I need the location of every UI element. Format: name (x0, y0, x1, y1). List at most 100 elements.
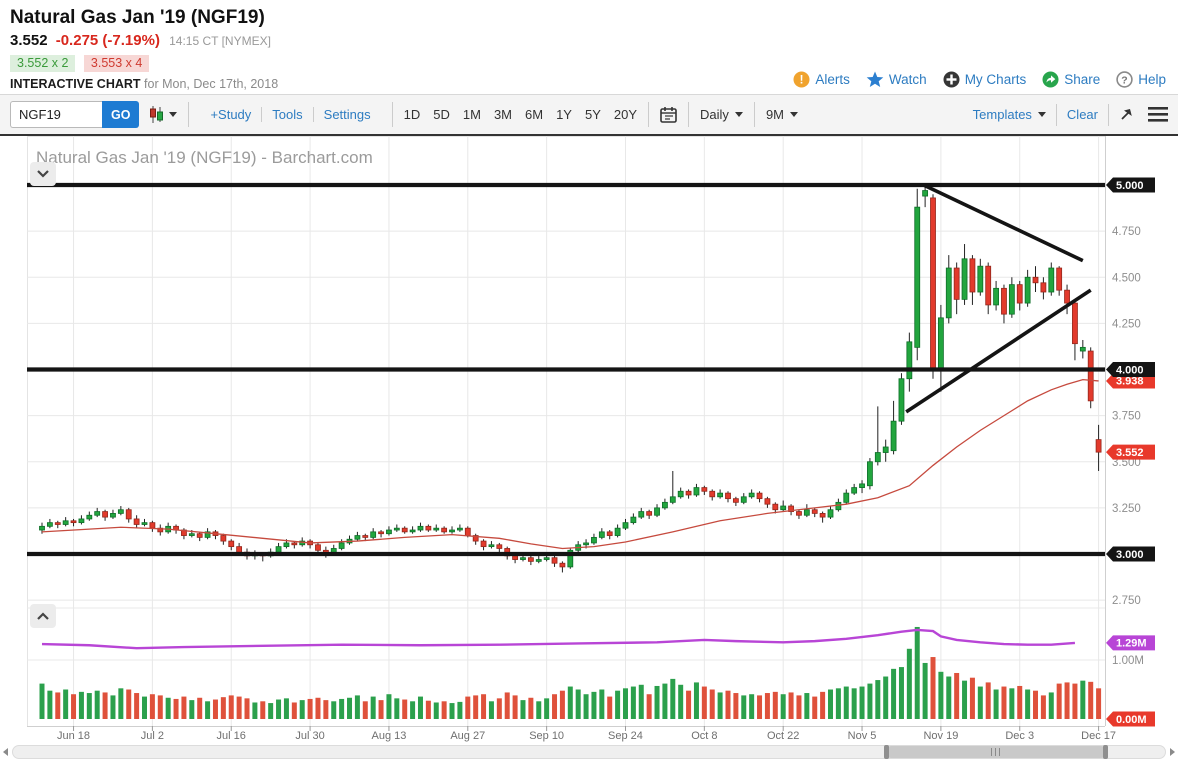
volume-bar (323, 700, 329, 719)
range-button-3m[interactable]: 3M (493, 107, 513, 122)
scrollbar-left-handle[interactable] (884, 745, 889, 759)
candle-body (662, 501, 668, 509)
candle-body (567, 549, 574, 568)
collapse-price-panel-button[interactable] (30, 162, 56, 186)
candlestick-icon (150, 106, 164, 123)
calendar-button[interactable] (660, 106, 677, 123)
header-link-watch[interactable]: Watch (866, 71, 927, 88)
candle-body (559, 562, 566, 568)
toolbar-link-study[interactable]: +Study (210, 107, 252, 122)
x-axis-label: Oct 22 (767, 730, 799, 742)
candle-body (1008, 284, 1015, 315)
chart-type-dropdown[interactable] (149, 106, 178, 123)
toolbar-link-settings[interactable]: Settings (312, 107, 381, 122)
go-button[interactable]: GO (102, 101, 140, 128)
candle-body (236, 546, 243, 553)
volume-bar (552, 694, 558, 719)
scrollbar-right-handle[interactable] (1103, 745, 1108, 759)
candle-body (1024, 276, 1031, 304)
volume-bar (157, 695, 163, 719)
candle-body (985, 265, 992, 306)
range-button-6m[interactable]: 6M (525, 107, 544, 122)
range-button-5d[interactable]: 5D (433, 107, 450, 122)
expand-icon[interactable] (1119, 107, 1134, 122)
candle-body (378, 531, 384, 535)
header-link-share[interactable]: Share (1042, 71, 1100, 88)
candle-body (441, 527, 448, 533)
range-button-1y[interactable]: 1Y (556, 107, 572, 122)
range-button-20y[interactable]: 20Y (613, 107, 638, 122)
volume-bar (686, 690, 692, 719)
candle-body (874, 452, 881, 463)
collapse-volume-panel-button[interactable] (30, 604, 56, 628)
span-dropdown[interactable]: 9M (766, 107, 798, 122)
x-axis-label: Dec 3 (1005, 730, 1034, 742)
volume-bar (86, 693, 92, 719)
scroll-right-arrow[interactable] (1170, 748, 1175, 756)
price-chart-svg[interactable]: Jun 18 Jul 2 Jul 16 Jul 30 Aug 13 Aug 27 Sep 1… (0, 136, 1178, 742)
volume-bar (347, 697, 353, 719)
volume-bar (331, 701, 337, 719)
volume-bar (843, 686, 849, 719)
candle-body (496, 544, 503, 549)
scrollbar-track[interactable] (12, 745, 1166, 759)
plus-circle-icon (943, 71, 960, 88)
toolbar-divider (648, 102, 650, 127)
candle-body (772, 503, 779, 511)
volume-bar (567, 686, 573, 719)
header-links: ! Alerts Watch My Charts Share ? Help (793, 71, 1166, 88)
volume-bar (607, 696, 613, 719)
volume-bar (693, 682, 699, 719)
candle-body (457, 527, 463, 531)
volume-bar (985, 682, 991, 719)
range-button-1m[interactable]: 1M (462, 107, 481, 122)
volume-bar (977, 686, 983, 719)
symbol-input[interactable] (10, 101, 102, 128)
candle-body (315, 544, 321, 551)
range-button-1d[interactable]: 1D (403, 107, 421, 122)
clear-button[interactable]: Clear (1066, 107, 1098, 122)
candle-body (480, 540, 487, 548)
volume-tick-0.00M: 0.00M (1116, 714, 1147, 726)
volume-bar (71, 694, 77, 719)
templates-dropdown[interactable]: Templates (973, 107, 1046, 122)
candle-body (141, 522, 148, 525)
header-link-label: Watch (888, 72, 927, 87)
header-link-help[interactable]: ? Help (1116, 71, 1166, 88)
scroll-left-arrow[interactable] (3, 748, 8, 756)
volume-bar (1017, 685, 1023, 719)
volume-bar (417, 696, 423, 719)
header-link-my-charts[interactable]: My Charts (943, 71, 1026, 88)
volume-bar (449, 703, 455, 719)
candle-body (890, 420, 897, 452)
toolbar-link-tools[interactable]: Tools (261, 107, 312, 122)
volume-bar (1064, 682, 1070, 719)
candle-body (780, 505, 787, 511)
price-tick-4.000-badge (1106, 362, 1155, 377)
price-tick-3.250: 3.250 (1112, 503, 1141, 515)
candle-body (796, 511, 802, 516)
range-button-5y[interactable]: 5Y (584, 107, 601, 122)
menu-icon[interactable] (1148, 107, 1168, 122)
volume-bar (354, 695, 360, 719)
candle-body (961, 258, 968, 300)
volume-bar (1096, 688, 1102, 719)
volume-bar (930, 657, 936, 719)
candle-body (1016, 284, 1023, 304)
chevron-down-icon (169, 112, 178, 117)
volume-bar (1072, 683, 1078, 719)
price-tick-4.500: 4.500 (1112, 272, 1141, 284)
toolbar-divider (391, 102, 393, 127)
volume-bar (599, 689, 605, 719)
volume-bar (236, 696, 242, 719)
candle-body (433, 527, 440, 531)
scrollbar-thumb[interactable] (884, 745, 1108, 759)
volume-bar (764, 693, 770, 719)
volume-bar (867, 683, 873, 719)
header-link-alerts[interactable]: ! Alerts (793, 71, 850, 88)
volume-bar (749, 694, 755, 719)
frequency-dropdown[interactable]: Daily (700, 107, 743, 122)
candle-body (1064, 289, 1070, 304)
interactive-chart-label: INTERACTIVE CHART (10, 77, 141, 91)
ask-size-badge: 3.553 x 4 (83, 55, 150, 72)
